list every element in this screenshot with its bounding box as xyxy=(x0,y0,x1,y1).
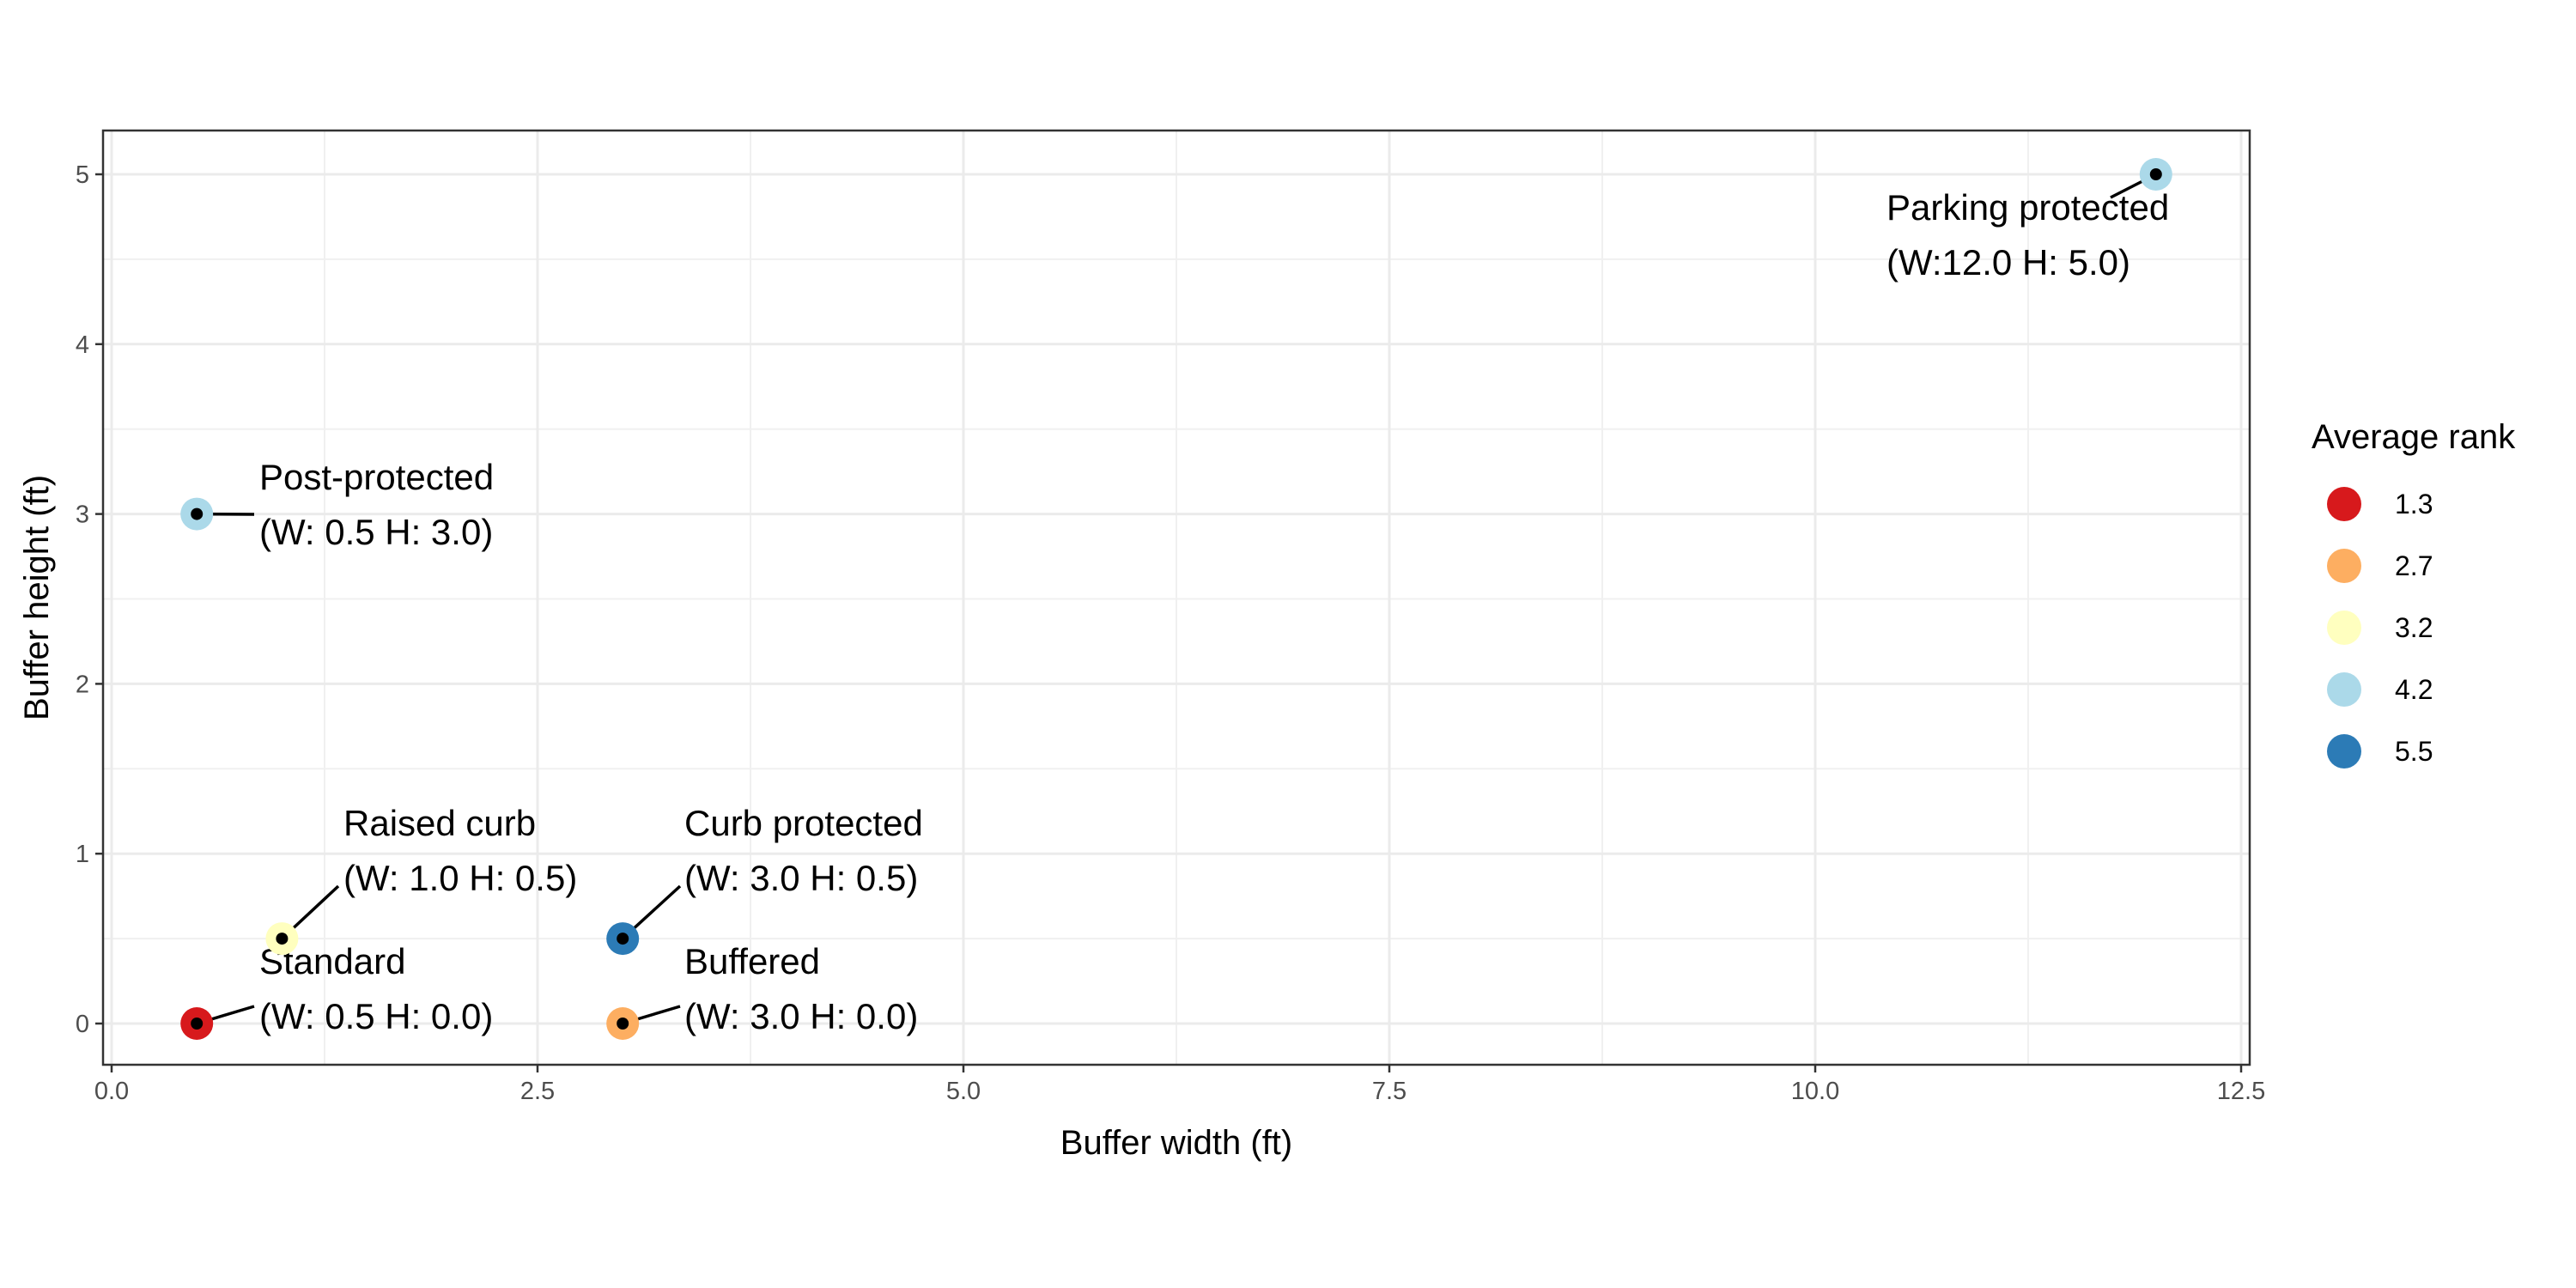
legend-label: 2.7 xyxy=(2395,550,2433,581)
data-point-center xyxy=(2149,168,2162,180)
legend-label: 3.2 xyxy=(2395,612,2433,643)
legend-key xyxy=(2327,611,2361,645)
axis-ticks: 0.0 2.5 5.0 7.5 10.0 12.5 0 1 2 3 4 5 xyxy=(76,161,2265,1105)
point-annotations: Standard(W: 0.5 H: 0.0)Buffered(W: 3.0 H… xyxy=(196,173,2169,1036)
legend-label: 4.2 xyxy=(2395,674,2433,705)
data-points xyxy=(180,158,2172,1040)
x-tick-label: 0.0 xyxy=(94,1078,129,1105)
data-point-center xyxy=(276,933,289,945)
annotation-name: Buffered xyxy=(684,941,820,981)
annotation-name: Raised curb xyxy=(343,803,536,843)
annotation-name: Post-protected xyxy=(259,457,494,497)
x-tick-label: 12.5 xyxy=(2217,1078,2265,1105)
y-axis-title: Buffer height (ft) xyxy=(18,475,56,720)
y-tick-label: 2 xyxy=(76,671,89,698)
annotation-detail: (W:12.0 H: 5.0) xyxy=(1886,242,2130,283)
legend-key xyxy=(2327,672,2361,707)
grid xyxy=(103,131,2250,1065)
x-tick-label: 2.5 xyxy=(520,1078,555,1105)
annotation-name: Curb protected xyxy=(684,803,923,843)
y-tick-label: 4 xyxy=(76,331,89,359)
legend-label: 5.5 xyxy=(2395,736,2433,767)
legend: Average rank 1.3 2.7 3.2 4.2 5.5 xyxy=(2312,418,2516,769)
annotation-detail: (W: 0.5 H: 3.0) xyxy=(259,512,493,552)
annotation-detail: (W: 3.0 H: 0.5) xyxy=(684,858,918,898)
legend-label: 1.3 xyxy=(2395,489,2433,519)
x-tick-label: 7.5 xyxy=(1372,1078,1406,1105)
data-point-center xyxy=(191,507,204,520)
legend-key xyxy=(2327,734,2361,769)
annotation-detail: (W: 0.5 H: 0.0) xyxy=(259,996,493,1036)
annotation-detail: (W: 1.0 H: 0.5) xyxy=(343,858,577,898)
legend-key xyxy=(2327,549,2361,583)
legend-title: Average rank xyxy=(2312,418,2516,456)
y-tick-label: 3 xyxy=(76,501,89,529)
annotation-name: Parking protected xyxy=(1886,187,2169,228)
data-point-center xyxy=(617,1018,629,1030)
legend-key xyxy=(2327,487,2361,521)
x-axis-title: Buffer width (ft) xyxy=(1060,1124,1292,1162)
x-tick-label: 10.0 xyxy=(1791,1078,1839,1105)
y-tick-label: 5 xyxy=(76,161,89,189)
data-point-center xyxy=(617,933,629,945)
y-tick-label: 1 xyxy=(76,841,89,868)
plot-panel xyxy=(101,129,2251,1066)
data-point-center xyxy=(191,1018,204,1030)
annotation-detail: (W: 3.0 H: 0.0) xyxy=(684,996,918,1036)
x-tick-label: 5.0 xyxy=(946,1078,981,1105)
y-tick-label: 0 xyxy=(76,1011,89,1038)
